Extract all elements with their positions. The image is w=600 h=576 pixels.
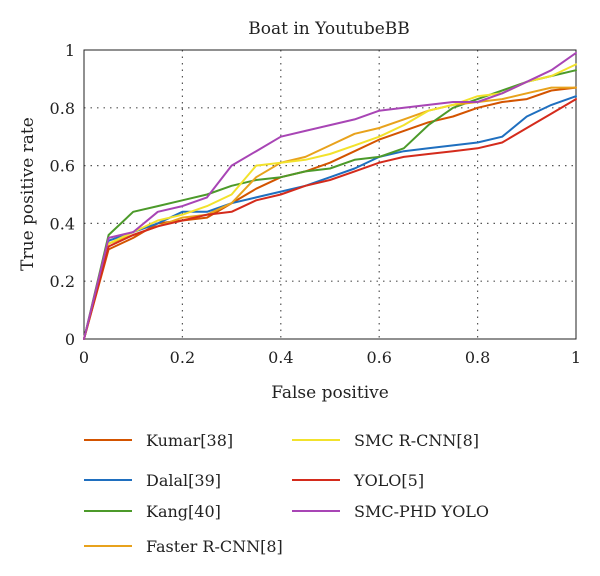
chart-title: Boat in YoutubeBB — [248, 19, 410, 39]
y-tick-label: 0 — [65, 330, 75, 349]
series-line-4 — [83, 63, 577, 340]
x-tick-label: 0 — [79, 348, 89, 367]
x-axis-label: False positive — [271, 383, 389, 403]
series-line-5 — [83, 98, 577, 340]
plot-frame — [83, 49, 577, 340]
tick-labels: 0 0.2 0.4 0.6 0.8 1 0 0.2 0.4 0.6 0.8 1 — [50, 41, 582, 367]
x-tick-label: 0.2 — [170, 348, 195, 367]
x-tick-label: 0.8 — [465, 348, 490, 367]
series-line-1 — [83, 95, 577, 340]
y-tick-label: 1 — [65, 41, 75, 60]
series-line-6 — [83, 51, 577, 340]
series-line-2 — [83, 69, 577, 340]
y-axis-label: True positive rate — [18, 117, 38, 271]
y-tick-label: 0.8 — [50, 99, 75, 118]
x-tick-label: 1 — [571, 348, 581, 367]
x-tick-label: 0.6 — [366, 348, 391, 367]
y-tick-label: 0.2 — [50, 272, 75, 291]
series-layer — [83, 51, 577, 340]
x-tick-label: 0.4 — [268, 348, 293, 367]
y-tick-label: 0.6 — [50, 157, 75, 176]
y-tick-label: 0.4 — [50, 214, 75, 233]
